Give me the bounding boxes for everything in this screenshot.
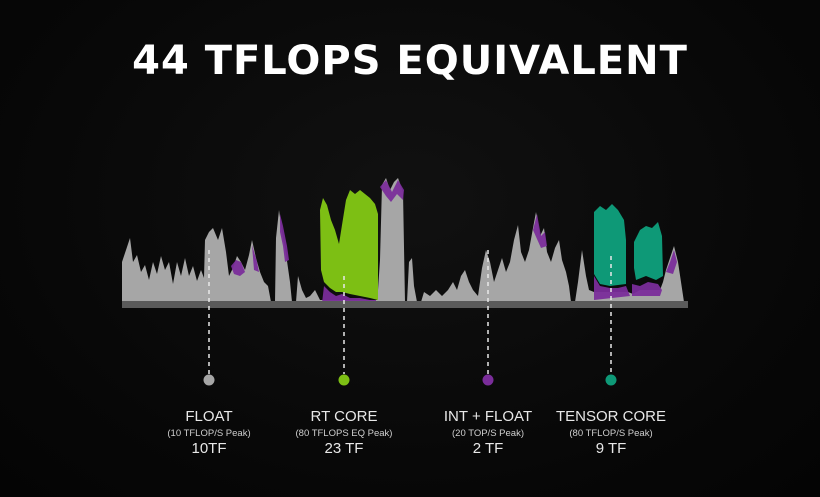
- legend-int-float-peak: (20 TOP/S Peak): [452, 428, 524, 439]
- slide-title: 44 TFLOPS EQUIVALENT: [132, 38, 688, 84]
- rt-core-dot: [338, 374, 350, 386]
- legend-tensor-core: TENSOR CORE (80 TFLOP/S Peak) 9 TF: [526, 408, 696, 457]
- rt-core-area: [320, 190, 378, 300]
- chart-baseline: [122, 301, 688, 308]
- tensor-core-area: [594, 204, 663, 286]
- legend-tensor-core-peak: (80 TFLOP/S Peak): [569, 428, 653, 439]
- legend-rt-core-value: 23 TF: [324, 440, 364, 457]
- tensor-core-dot: [605, 374, 617, 386]
- int-float-dot: [482, 374, 494, 386]
- legend-float-peak: (10 TFLOP/S Peak): [167, 428, 251, 439]
- legend-float: FLOAT (10 TFLOP/S Peak) 10TF: [124, 408, 294, 457]
- float-dot: [203, 374, 215, 386]
- legend-tensor-core-name: TENSOR CORE: [555, 408, 666, 425]
- int-float-area: [231, 180, 677, 303]
- legend-float-value: 10TF: [191, 440, 227, 457]
- legend-rt-core: RT CORE (80 TFLOPS EQ Peak) 23 TF: [259, 408, 429, 457]
- legend-rt-core-peak: (80 TFLOPS EQ Peak): [295, 428, 393, 439]
- legend-rt-core-name: RT CORE: [310, 408, 378, 425]
- legend-float-name: FLOAT: [185, 408, 233, 425]
- legend-int-float-name: INT + FLOAT: [443, 408, 533, 425]
- legend-tensor-core-value: 9 TF: [595, 440, 627, 457]
- legend-int-float: INT + FLOAT (20 TOP/S Peak) 2 TF: [403, 408, 573, 457]
- float-area: [122, 178, 684, 302]
- legend-int-float-value: 2 TF: [472, 440, 504, 457]
